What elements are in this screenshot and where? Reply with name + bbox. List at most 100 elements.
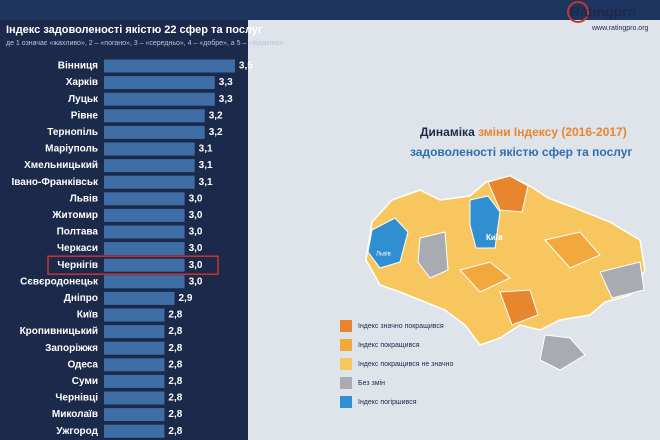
category-label: Івано-Франківськ [12,177,99,188]
bar [104,258,185,272]
bar [104,341,165,355]
category-label: Львів [70,193,98,204]
bar [104,242,185,256]
legend-label: Індекс покращився не значно [358,361,453,368]
value-label: 3,1 [199,144,213,155]
map-region [599,261,645,299]
map-crimea [539,334,586,371]
map-region [417,231,449,279]
map-region [487,175,529,213]
category-label: Запоріжжя [45,343,98,354]
logo-name: Ratingpro [570,4,636,20]
category-label: Кропивницький [20,326,98,337]
map-title-part: Динаміка [420,125,475,139]
chart-subtitle: де 1 означає «жахливо», 2 – «погано», 3 … [6,39,284,47]
legend-swatch [340,320,352,332]
logo-url: www.ratingpro.org [591,25,649,32]
map-region [544,231,601,269]
category-label: Вінниця [58,61,98,72]
map-region [469,195,501,249]
value-label: 2,8 [168,359,182,370]
category-label: Харків [66,77,98,88]
category-label: Дніпро [64,293,98,304]
legend-swatch [340,377,352,389]
category-label: Хмельницький [24,160,98,171]
legend-label: Індекс покращився [358,342,420,349]
category-label: Ужгород [56,426,98,437]
legend-swatch [340,396,352,408]
value-label: 2,8 [168,393,182,404]
value-label: 3,0 [189,210,203,221]
value-label: 3,1 [199,160,213,171]
map-region [459,261,511,293]
value-label: 3,0 [189,260,203,271]
bar [104,308,165,322]
logo-icon [567,1,589,23]
bar [104,408,165,422]
bar [104,142,195,156]
bar [104,325,165,339]
bar [104,109,205,123]
category-label: Чернівці [55,393,98,404]
bar [104,374,165,388]
map-label: Київ [486,233,503,242]
category-label: Одеса [67,359,98,370]
bar [104,225,185,239]
highlight-box [47,255,219,275]
category-label: Суми [72,376,98,387]
map-title-line: задоволеності якістю сфер та послуг [410,145,632,159]
value-label: 3,5 [239,61,253,72]
bar [104,291,175,305]
bar [104,208,185,222]
legend-label: Індекс значно покращився [358,323,444,330]
value-label: 3,3 [219,94,233,105]
value-label: 3,1 [199,177,213,188]
value-label: 2,8 [168,310,182,321]
category-label: Сєвєродонецьк [20,276,99,287]
map-label: Львів [376,252,391,258]
category-label: Рівне [71,110,99,121]
bar [104,391,165,405]
value-label: 3,0 [189,243,203,254]
legend-swatch [340,358,352,370]
bar [104,92,215,106]
category-label: Луцьк [68,94,99,105]
value-label: 3,2 [209,110,223,121]
value-label: 2,8 [168,376,182,387]
map-country [365,175,646,346]
bar [104,175,195,189]
value-label: 2,9 [179,293,193,304]
category-label: Миколаїв [52,409,98,420]
map: Київ Львів [365,175,646,371]
bar [104,192,185,206]
value-label: 3,0 [189,276,203,287]
value-label: 2,8 [168,343,182,354]
category-label: Житомир [51,210,98,221]
map-region [367,217,409,269]
map-region [499,289,539,326]
chart-title: Індекс задоволеності якістю 22 сфер та п… [6,24,263,36]
category-label: Чернігів [57,260,98,271]
map-legend: Індекс значно покращився Індекс покращивс… [340,320,453,408]
category-label: Черкаси [57,243,98,254]
category-label: Маріуполь [45,144,98,155]
value-label: 2,8 [168,409,182,420]
value-label: 2,8 [168,326,182,337]
bar-chart: Вінниця 3,5 Харків 3,3 Луцьк 3,3 Рівне 3,2 Терно… [12,59,253,438]
map-title-part: зміни Індексу (2016-2017) [478,125,627,139]
bar [104,159,195,173]
bar [104,76,215,90]
value-label: 3,3 [219,77,233,88]
value-label: 2,8 [168,426,182,437]
value-label: 3,0 [189,227,203,238]
bar [104,59,235,73]
bar [104,275,185,289]
map-title: Динаміка зміни Індексу (2016-2017) [420,125,627,139]
category-label: Полтава [57,227,99,238]
value-label: 3,2 [209,127,223,138]
bar [104,358,165,372]
bar [104,424,165,438]
top-band [0,0,660,20]
